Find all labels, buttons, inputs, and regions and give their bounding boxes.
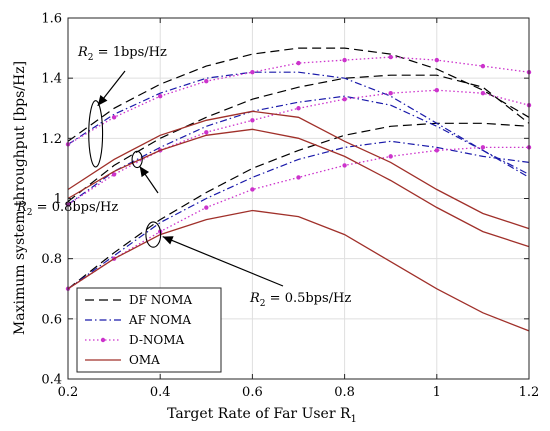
data-point-d-noma — [388, 154, 393, 159]
x-tick-label: 1 — [433, 385, 441, 400]
data-point-d-noma — [342, 163, 347, 168]
annotation-label-r2: R2 = 0.8bps/Hz — [16, 200, 118, 218]
x-axis-label-subscript: 1 — [351, 414, 357, 425]
data-point-d-noma — [480, 91, 486, 96]
annotation-text: = 0.5bps/Hz — [266, 291, 352, 306]
series-line-df-noma — [67, 122, 530, 290]
annotation-subscript: 2 — [260, 299, 266, 309]
data-point-d-noma — [296, 175, 301, 180]
data-point-d-noma — [434, 88, 439, 93]
x-axis-label: Target Rate of Far User R1 — [167, 406, 357, 425]
data-point-d-noma — [480, 145, 486, 150]
legend-label: OMA — [129, 353, 160, 367]
annotation-ellipse — [131, 150, 143, 169]
x-tick-label: 0.8 — [334, 385, 355, 400]
x-tick-label: 0.6 — [242, 385, 263, 400]
data-point-d-noma — [250, 69, 255, 75]
data-point-d-noma — [342, 97, 347, 102]
annotation-symbol: R — [77, 45, 88, 60]
y-tick-label: 1.6 — [41, 12, 62, 27]
data-point-d-noma — [296, 60, 301, 66]
y-tick-label: 0.8 — [41, 252, 62, 267]
data-point-d-noma — [434, 57, 439, 63]
legend-box — [76, 287, 222, 373]
legend-label: DF NOMA — [129, 293, 192, 307]
y-tick-label: 1 — [54, 192, 62, 207]
data-point-d-noma — [434, 148, 439, 153]
y-tick-label: 1.4 — [41, 72, 62, 87]
series-line-df-noma — [67, 74, 530, 202]
legend: DF NOMA AF NOMA D-NOMA OMA — [76, 287, 222, 373]
tick-marks: 0.2 0.4 0.6 0.8 1 1.20.40.60.811.21.41.6 — [41, 12, 539, 401]
annotation-ellipse — [88, 100, 104, 168]
data-point-d-noma — [158, 94, 163, 99]
data-point-d-noma — [204, 130, 209, 135]
series-line-af-noma — [67, 71, 530, 178]
series-line-af-noma — [67, 140, 530, 290]
y-axis-label: Maximum system throughput [bps/Hz] — [12, 61, 28, 335]
annotation-text: = 0.8bps/Hz — [33, 200, 119, 215]
annotation-subscript: 2 — [88, 53, 94, 63]
series-line-oma — [67, 110, 530, 230]
series-line-df-noma — [67, 47, 530, 142]
legend-label: AF NOMA — [128, 313, 191, 327]
data-point-d-noma — [388, 54, 393, 60]
legend-label: D-NOMA — [129, 333, 185, 347]
series-line-d-noma — [67, 56, 530, 145]
annotation-ellipse — [145, 221, 162, 248]
data-point-d-noma — [250, 187, 255, 192]
x-tick-label: 1.2 — [519, 385, 540, 400]
series-line-oma — [67, 128, 530, 248]
x-tick-label: 0.4 — [150, 385, 171, 400]
annotation-arrow-head — [97, 95, 108, 106]
annotation-arrow-head — [139, 166, 150, 178]
data-point-d-noma — [342, 57, 347, 63]
annotation-label-r2: R2 = 0.5bps/Hz — [249, 291, 351, 309]
legend-marker — [100, 337, 106, 343]
data-point-d-noma — [204, 205, 209, 210]
data-point-d-noma — [296, 106, 301, 111]
data-point-d-noma — [250, 118, 255, 123]
annotation-arrow-line — [162, 236, 284, 287]
y-tick-label: 0.4 — [41, 373, 62, 388]
annotation-symbol: R — [16, 200, 27, 215]
x-tick-label: 0.2 — [58, 385, 79, 400]
series-line-oma — [67, 209, 530, 332]
annotation-subscript: 2 — [27, 208, 33, 218]
annotation-text: = 1bps/Hz — [94, 45, 167, 60]
annotation-symbol: R — [249, 291, 260, 306]
data-point-d-noma — [480, 63, 486, 69]
data-point-d-noma — [204, 78, 209, 84]
annotation-arrow-head — [162, 236, 174, 245]
data-point-d-noma — [111, 172, 117, 177]
series-line-af-noma — [67, 95, 530, 205]
annotation-label-r2: R2 = 1bps/Hz — [77, 45, 167, 63]
data-point-d-noma — [388, 91, 393, 96]
y-tick-label: 0.6 — [41, 312, 62, 327]
series-layer — [65, 47, 532, 332]
data-point-d-noma — [111, 115, 117, 120]
y-tick-label: 1.2 — [41, 132, 62, 147]
